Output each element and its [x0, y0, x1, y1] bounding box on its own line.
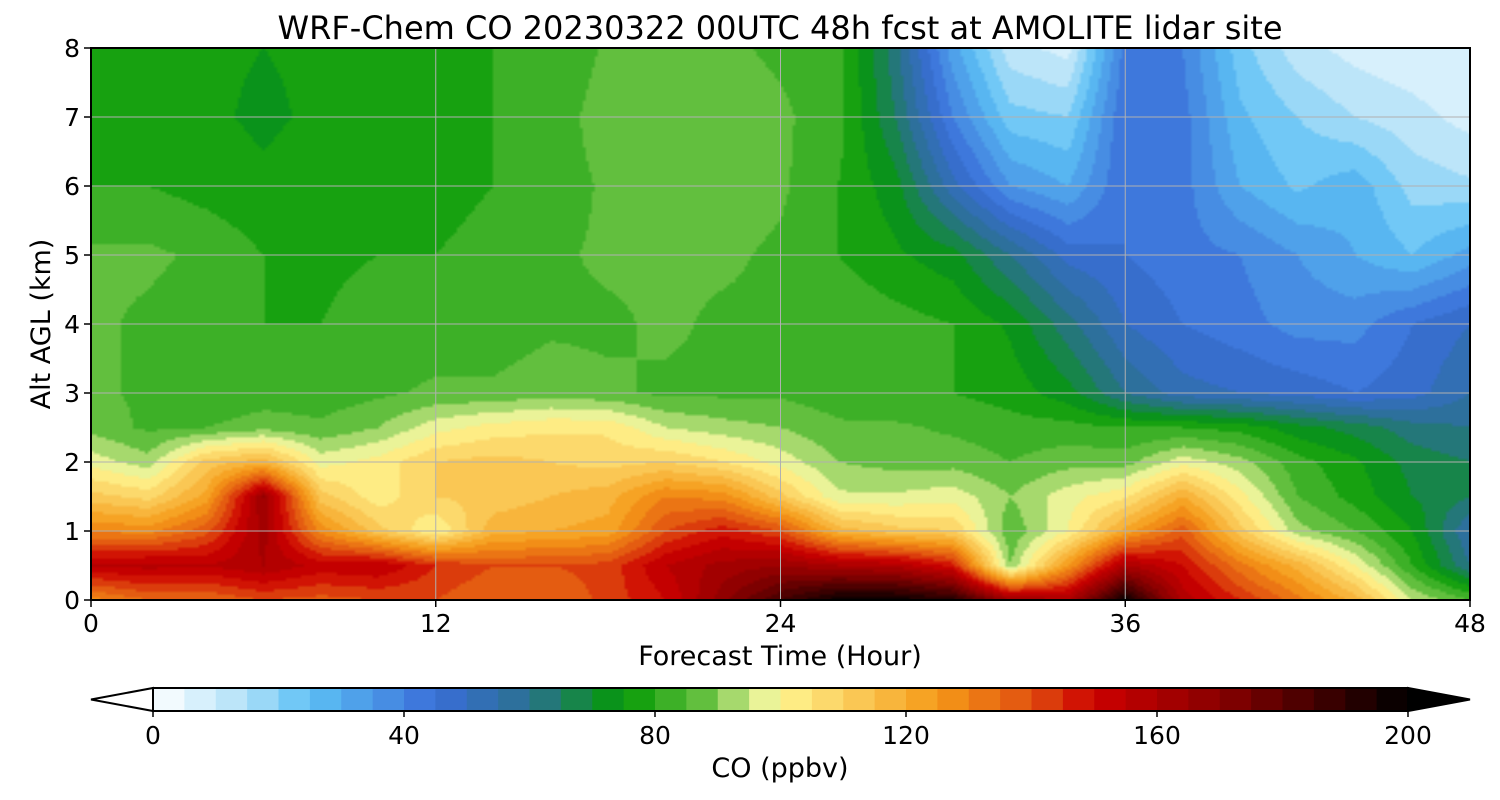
y-axis-label: Alt AGL (km) [26, 239, 57, 410]
y-tick-label: 7 [64, 103, 80, 132]
colorbar-cell [404, 688, 436, 711]
colorbar-cell [780, 688, 813, 711]
colorbar-cell [278, 688, 311, 711]
colorbar-cell [874, 688, 907, 711]
colorbar-cell [968, 688, 1001, 711]
y-tick-label: 3 [64, 379, 80, 408]
colorbar-cell [1157, 688, 1189, 711]
y-tick-label: 5 [64, 241, 80, 270]
colorbar-cell [1062, 688, 1095, 711]
colorbar-cell [749, 688, 782, 711]
colorbar-cell [529, 688, 562, 711]
colorbar-cell [341, 688, 374, 711]
colorbar-ticks: 0 40 80 120 160 200 [145, 711, 1432, 750]
y-tick-label: 0 [64, 586, 80, 615]
colorbar-cell [686, 688, 719, 711]
colorbar-cell [1376, 688, 1409, 711]
colorbar-cell [1125, 688, 1158, 711]
colorbar-cells [153, 688, 1409, 711]
colorbar-cell [811, 688, 844, 711]
colorbar-cell [1094, 688, 1127, 711]
colorbar-cell [1282, 688, 1315, 711]
colorbar-label: CO (ppbv) [711, 753, 848, 784]
colorbar-cell [466, 688, 499, 711]
colorbar-cell [623, 688, 656, 711]
y-tick-label: 2 [64, 448, 80, 477]
colorbar-cell [592, 688, 625, 711]
colorbar-tick-label: 0 [145, 721, 161, 750]
colorbar-tick-label: 120 [882, 721, 930, 750]
colorbar-min-extension [90, 686, 154, 713]
x-tick-label: 48 [1454, 609, 1486, 638]
colorbar-tick-label: 160 [1133, 721, 1181, 750]
colorbar-max-extension [1407, 686, 1471, 713]
colorbar-cell [153, 688, 185, 711]
colorbar-cell [372, 688, 405, 711]
y-tick-label: 1 [64, 517, 80, 546]
x-tick-label: 0 [83, 609, 99, 638]
colorbar-tick-label: 80 [639, 721, 671, 750]
x-axis-label: Forecast Time (Hour) [638, 641, 922, 672]
x-tick-label: 12 [420, 609, 452, 638]
colorbar-cell [435, 688, 468, 711]
y-tick-label: 6 [64, 172, 80, 201]
colorbar-cell [215, 688, 248, 711]
colorbar-cell [937, 688, 970, 711]
colorbar-cell [717, 688, 750, 711]
colorbar-cell [1219, 688, 1252, 711]
y-tick-label: 8 [64, 34, 80, 63]
colorbar-cell [1345, 688, 1378, 711]
colorbar-tick-label: 40 [388, 721, 420, 750]
colorbar-cell [498, 688, 531, 711]
y-tick-label: 4 [64, 310, 80, 339]
colorbar-cell [1313, 688, 1346, 711]
x-tick-label: 36 [1109, 609, 1141, 638]
chart-title: WRF-Chem CO 20230322 00UTC 48h fcst at A… [277, 9, 1282, 47]
colorbar-cell [560, 688, 593, 711]
colorbar-cell [1251, 688, 1284, 711]
x-axis-ticks: 0 12 24 36 48 [83, 600, 1486, 638]
colorbar-cell [655, 688, 687, 711]
colorbar-cell [843, 688, 876, 711]
y-axis-ticks: 0 1 2 3 4 5 6 7 8 [64, 34, 91, 615]
colorbar-cell [1188, 688, 1221, 711]
x-tick-label: 24 [765, 609, 797, 638]
colorbar-cell [247, 688, 280, 711]
colorbar-cell [1000, 688, 1033, 711]
colorbar-tick-label: 200 [1384, 721, 1432, 750]
colorbar-frame [152, 687, 1409, 712]
colorbar: 0 40 80 120 160 200 CO (ppbv) [90, 686, 1471, 784]
colorbar-cell [906, 688, 938, 711]
colorbar-cell [184, 688, 217, 711]
colorbar-cell [1031, 688, 1064, 711]
colorbar-cell [309, 688, 342, 711]
